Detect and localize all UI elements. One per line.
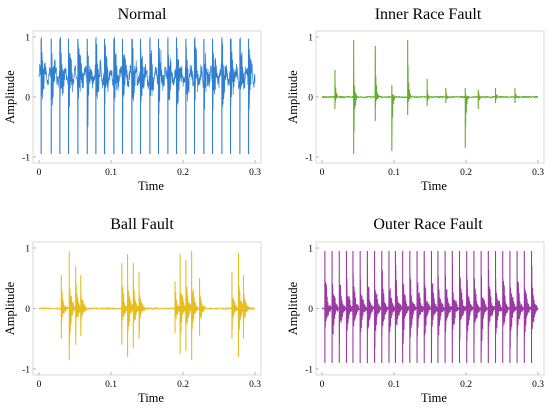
x-axis-label: Time — [138, 179, 164, 193]
y-axis-label: Amplitude — [3, 70, 17, 124]
ball-fault-signal — [38, 251, 256, 360]
panel-title: Outer Race Fault — [373, 216, 483, 233]
x-tick-label: 0 — [320, 380, 325, 390]
y-axis-label: Amplitude — [3, 281, 17, 335]
x-axis-label: Time — [138, 391, 164, 405]
x-tick-label: 0.3 — [532, 168, 544, 178]
normal-panel: Normal Amplitude Time 0 0.1 0.2 0.3 1 0 -1 — [3, 6, 262, 193]
outer-race-fault-panel: Outer Race Fault Amplitude Time 0 0.1 0.2 0.3 1… — [286, 216, 545, 405]
plot-frame — [32, 30, 262, 164]
y-tick-label: 0 — [25, 94, 30, 104]
x-tick-label: 0 — [320, 168, 325, 178]
x-tick-label: 0.2 — [460, 168, 472, 178]
y-tick-label: -1 — [305, 154, 313, 164]
panel-title: Inner Race Fault — [375, 6, 482, 23]
x-tick-label: 0.3 — [249, 380, 261, 390]
x-axis-label: Time — [421, 391, 447, 405]
y-tick-label: -1 — [22, 154, 30, 164]
y-tick-label: 1 — [25, 34, 30, 44]
outer-race-fault-signal — [321, 251, 539, 363]
x-tick-label: 0.1 — [105, 380, 117, 390]
x-tick-label: 0.1 — [388, 380, 400, 390]
panel-title: Normal — [118, 6, 167, 23]
x-tick-label: 0.2 — [460, 380, 472, 390]
y-axis-label: Amplitude — [286, 281, 300, 335]
y-tick-label: 1 — [25, 245, 30, 255]
x-tick-label: 0.2 — [177, 380, 189, 390]
y-tick-label: -1 — [22, 366, 30, 376]
y-tick-label: 0 — [25, 305, 30, 315]
y-tick-label: 0 — [308, 94, 313, 104]
inner-race-fault-waveform-line — [321, 53, 539, 137]
y-tick-label: 1 — [308, 34, 313, 44]
x-tick-label: 0.1 — [105, 168, 117, 178]
x-tick-label: 0.3 — [532, 380, 544, 390]
y-tick-label: 0 — [308, 305, 313, 315]
x-tick-label: 0.3 — [249, 168, 261, 178]
ball-fault-waveform-line — [38, 277, 256, 346]
x-tick-label: 0.2 — [177, 168, 189, 178]
x-axis-label: Time — [421, 179, 447, 193]
normal-signal — [38, 36, 256, 154]
ball-fault-panel: Ball Fault Amplitude Time 0 0.1 0.2 0.3 1 0 -1 — [3, 216, 262, 405]
y-tick-label: -1 — [305, 366, 313, 376]
outer-race-fault-waveform-line — [321, 254, 539, 358]
x-tick-label: 0.1 — [388, 168, 400, 178]
inner-race-fault-panel: Inner Race Fault Amplitude Time 0 0.1 0.2 0.3 1… — [286, 6, 545, 193]
y-axis-label: Amplitude — [286, 70, 300, 124]
normal-waveform-line — [38, 36, 256, 127]
panel-title: Ball Fault — [110, 216, 174, 233]
x-tick-label: 0 — [37, 380, 42, 390]
y-tick-label: 1 — [308, 245, 313, 255]
x-tick-label: 0 — [37, 168, 42, 178]
inner-race-fault-signal — [321, 40, 539, 154]
